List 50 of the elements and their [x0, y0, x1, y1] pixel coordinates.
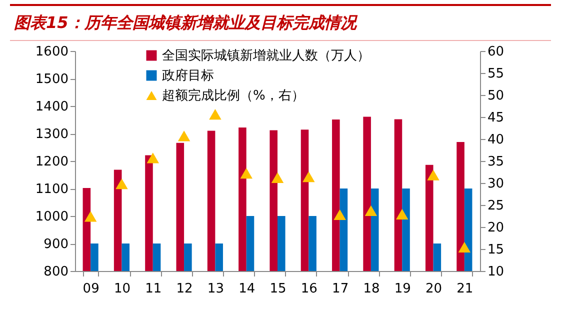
y-tick-label: 800 [44, 264, 68, 280]
y-tick-label: 1000 [35, 210, 68, 224]
y-tick-label: 1400 [35, 100, 68, 114]
y2-tick-label: 45 [488, 110, 504, 126]
point [271, 172, 284, 184]
y-tick-label: 1300 [35, 127, 68, 142]
point [458, 242, 471, 253]
x-tick-label: 11 [145, 282, 162, 296]
y-tick-label: 1500 [35, 72, 68, 87]
chart-title: 图表15：历年全国城镇新增就业及目标完成情况 [10, 4, 551, 41]
point [427, 170, 440, 180]
point [116, 178, 128, 190]
y2-tick-label: 30 [488, 176, 504, 192]
y2-tick-label: 10 [488, 264, 504, 280]
legend-label: 超额完成比例（%，右） [162, 88, 304, 104]
x-tick-label: 09 [82, 282, 100, 296]
y2-tick-label: 60 [488, 44, 504, 60]
x-tick-label: 14 [238, 282, 256, 296]
x-tick-label: 10 [114, 282, 131, 296]
x-tick-label: 21 [456, 282, 474, 296]
point [146, 152, 160, 164]
x-tick-label: 15 [270, 282, 286, 296]
x-tick-label: 20 [425, 282, 442, 296]
y2-tick-label: 55 [488, 66, 504, 82]
y-tick-label: 1200 [35, 154, 68, 170]
x-tick-label: 17 [332, 282, 349, 296]
legend-label: 全国实际城镇新增就业人数（万人） [162, 48, 370, 64]
point [84, 211, 97, 222]
legend-label: 政府目标 [162, 68, 214, 84]
point [396, 208, 408, 220]
point [209, 109, 222, 120]
y2-tick-label: 50 [488, 88, 504, 104]
y2-tick-label: 25 [488, 198, 504, 214]
x-tick-label: 19 [394, 282, 411, 296]
y2-tick-label: 15 [488, 242, 504, 258]
x-tick-label: 18 [363, 282, 380, 296]
point [334, 209, 346, 220]
y2-tick-label: 20 [488, 220, 504, 236]
y2-tick-label: 40 [488, 132, 504, 148]
x-tick-label: 16 [300, 282, 318, 296]
point [178, 130, 190, 142]
point [240, 168, 252, 179]
y-tick-label: 900 [44, 237, 68, 252]
point [364, 205, 378, 216]
point [302, 172, 315, 182]
y2-tick-label: 35 [488, 154, 504, 170]
x-tick-label: 12 [176, 282, 193, 296]
x-tick-label: 13 [207, 282, 224, 296]
y-tick-label: 1100 [35, 182, 68, 197]
y-tick-label: 1600 [35, 44, 68, 60]
